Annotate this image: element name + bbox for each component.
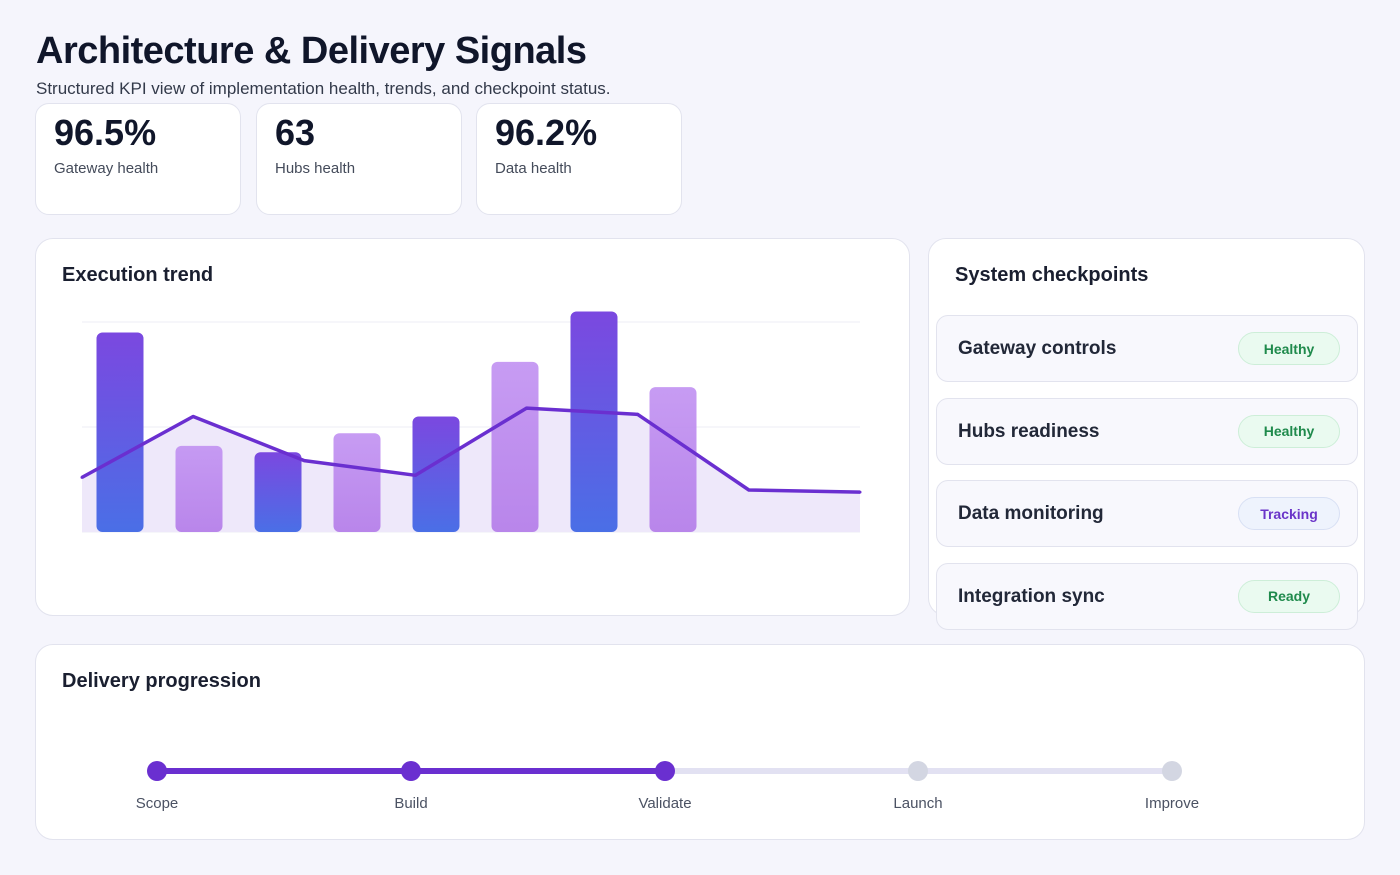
kpi-card-data: 96.2% Data health: [476, 103, 682, 215]
bar-3: [254, 452, 302, 532]
line-point-2: [191, 415, 195, 418]
checkpoint-row[interactable]: Data monitoring Tracking: [936, 480, 1358, 547]
bar-8: [649, 387, 697, 532]
kpi-label: Gateway health: [54, 160, 159, 177]
checkpoint-name: Data monitoring: [958, 503, 1104, 524]
line-point-8: [858, 490, 862, 494]
checkpoint-name: Integration sync: [958, 585, 1105, 607]
checkpoint-row[interactable]: Integration sync Ready: [936, 562, 1358, 630]
status-badge: Tracking: [1238, 497, 1340, 530]
bar-1: [96, 332, 144, 532]
delivery-progression-card: Delivery progression: [35, 644, 1365, 840]
step-label: Improve: [1144, 795, 1200, 812]
kpi-label: Hubs health: [275, 160, 356, 177]
kpi-card-hubs: 63 Hubs health: [256, 103, 462, 215]
line-point-1: [80, 475, 84, 479]
status-badge: Healthy: [1238, 332, 1340, 365]
kpi-value: 63: [275, 112, 316, 153]
bar-4: [333, 433, 381, 532]
line-point-4: [413, 473, 417, 477]
execution-trend-card: Execution trend: [35, 238, 910, 616]
bar-7: [570, 311, 618, 532]
page-title: Architecture & Delivery Signals: [36, 30, 587, 72]
progress-connector: [665, 768, 918, 774]
progress-connector: [157, 768, 411, 774]
line-point-3: [302, 459, 306, 463]
status-badge: Healthy: [1238, 414, 1340, 448]
card-title: Delivery progression: [62, 670, 261, 692]
card-title: Execution trend: [62, 264, 214, 286]
bar-6: [491, 361, 539, 532]
line-point-6: [636, 412, 640, 416]
execution-trend-chart: [80, 311, 862, 533]
kpi-value: 96.2%: [495, 112, 598, 153]
step-marker-scope[interactable]: [147, 761, 167, 781]
trend-line: [81, 406, 861, 494]
step-label: Validate: [638, 795, 692, 812]
step-label: Launch: [893, 795, 943, 812]
progress-connector: [411, 768, 665, 774]
step-marker-launch[interactable]: [908, 761, 928, 781]
page-subtitle: Structured KPI view of implementation he…: [36, 79, 611, 98]
kpi-label: Data health: [495, 160, 572, 177]
status-badge: Ready: [1238, 579, 1340, 613]
line-point-5: [525, 406, 529, 410]
line-point-7: [747, 488, 751, 492]
step-marker-validate[interactable]: [655, 761, 675, 781]
checkpoint-name: Gateway controls: [958, 338, 1117, 359]
progress-connector: [918, 768, 1172, 774]
step-label: Scope: [135, 795, 179, 812]
bar-2: [175, 445, 223, 532]
card-title: System checkpoints: [955, 264, 1149, 286]
checkpoint-name: Hubs readiness: [958, 420, 1100, 442]
kpi-value: 96.5%: [54, 112, 157, 153]
checkpoint-row[interactable]: Gateway controls Healthy: [936, 315, 1358, 382]
checkpoint-row[interactable]: Hubs readiness Healthy: [936, 397, 1358, 465]
kpi-card-gateway: 96.5% Gateway health: [35, 103, 241, 215]
step-label: Build: [394, 795, 428, 812]
step-marker-build[interactable]: [401, 761, 421, 781]
step-marker-improve[interactable]: [1162, 761, 1182, 781]
bar-5: [412, 416, 460, 532]
